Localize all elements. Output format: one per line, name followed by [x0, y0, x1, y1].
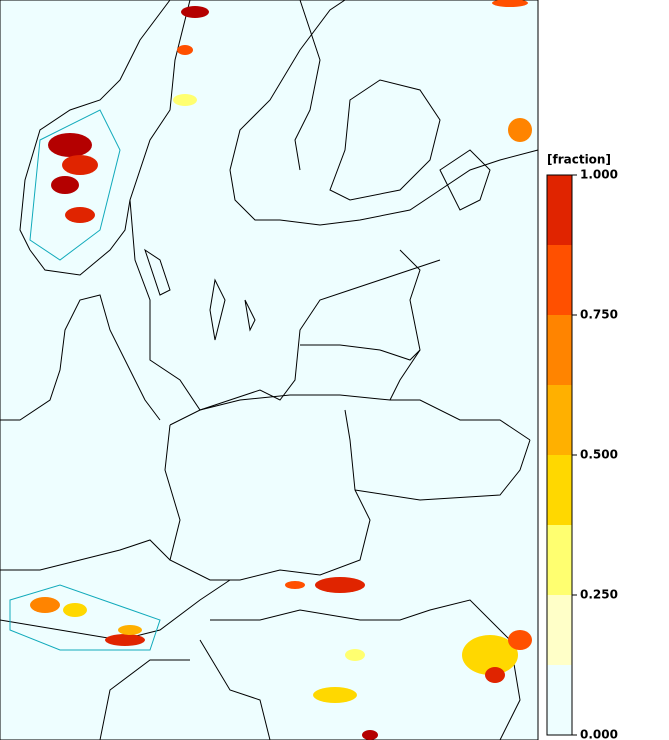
colorbar-tick-label: 0.000: [580, 728, 618, 740]
fraction-field: [9, 0, 532, 740]
colorbar-tick-label: 1.000: [580, 168, 618, 182]
colorbar-tick-label: 0.500: [580, 448, 618, 462]
colorbar-band: [547, 525, 572, 595]
colorbar-band: [547, 245, 572, 315]
colorbar-label: [fraction]: [547, 153, 611, 167]
colorbar-tick-label: 0.750: [580, 308, 618, 322]
map-area: [0, 0, 539, 740]
colorbar-band: [547, 455, 572, 525]
colorbar-band: [547, 595, 572, 665]
colorbar-band: [547, 665, 572, 735]
colorbar-band: [547, 385, 572, 455]
map: [0, 0, 539, 740]
colorbar-band: [547, 175, 572, 245]
colorbar-tick-label: 0.250: [580, 588, 618, 602]
colorbar-band: [547, 315, 572, 385]
coastlines: [0, 0, 539, 740]
